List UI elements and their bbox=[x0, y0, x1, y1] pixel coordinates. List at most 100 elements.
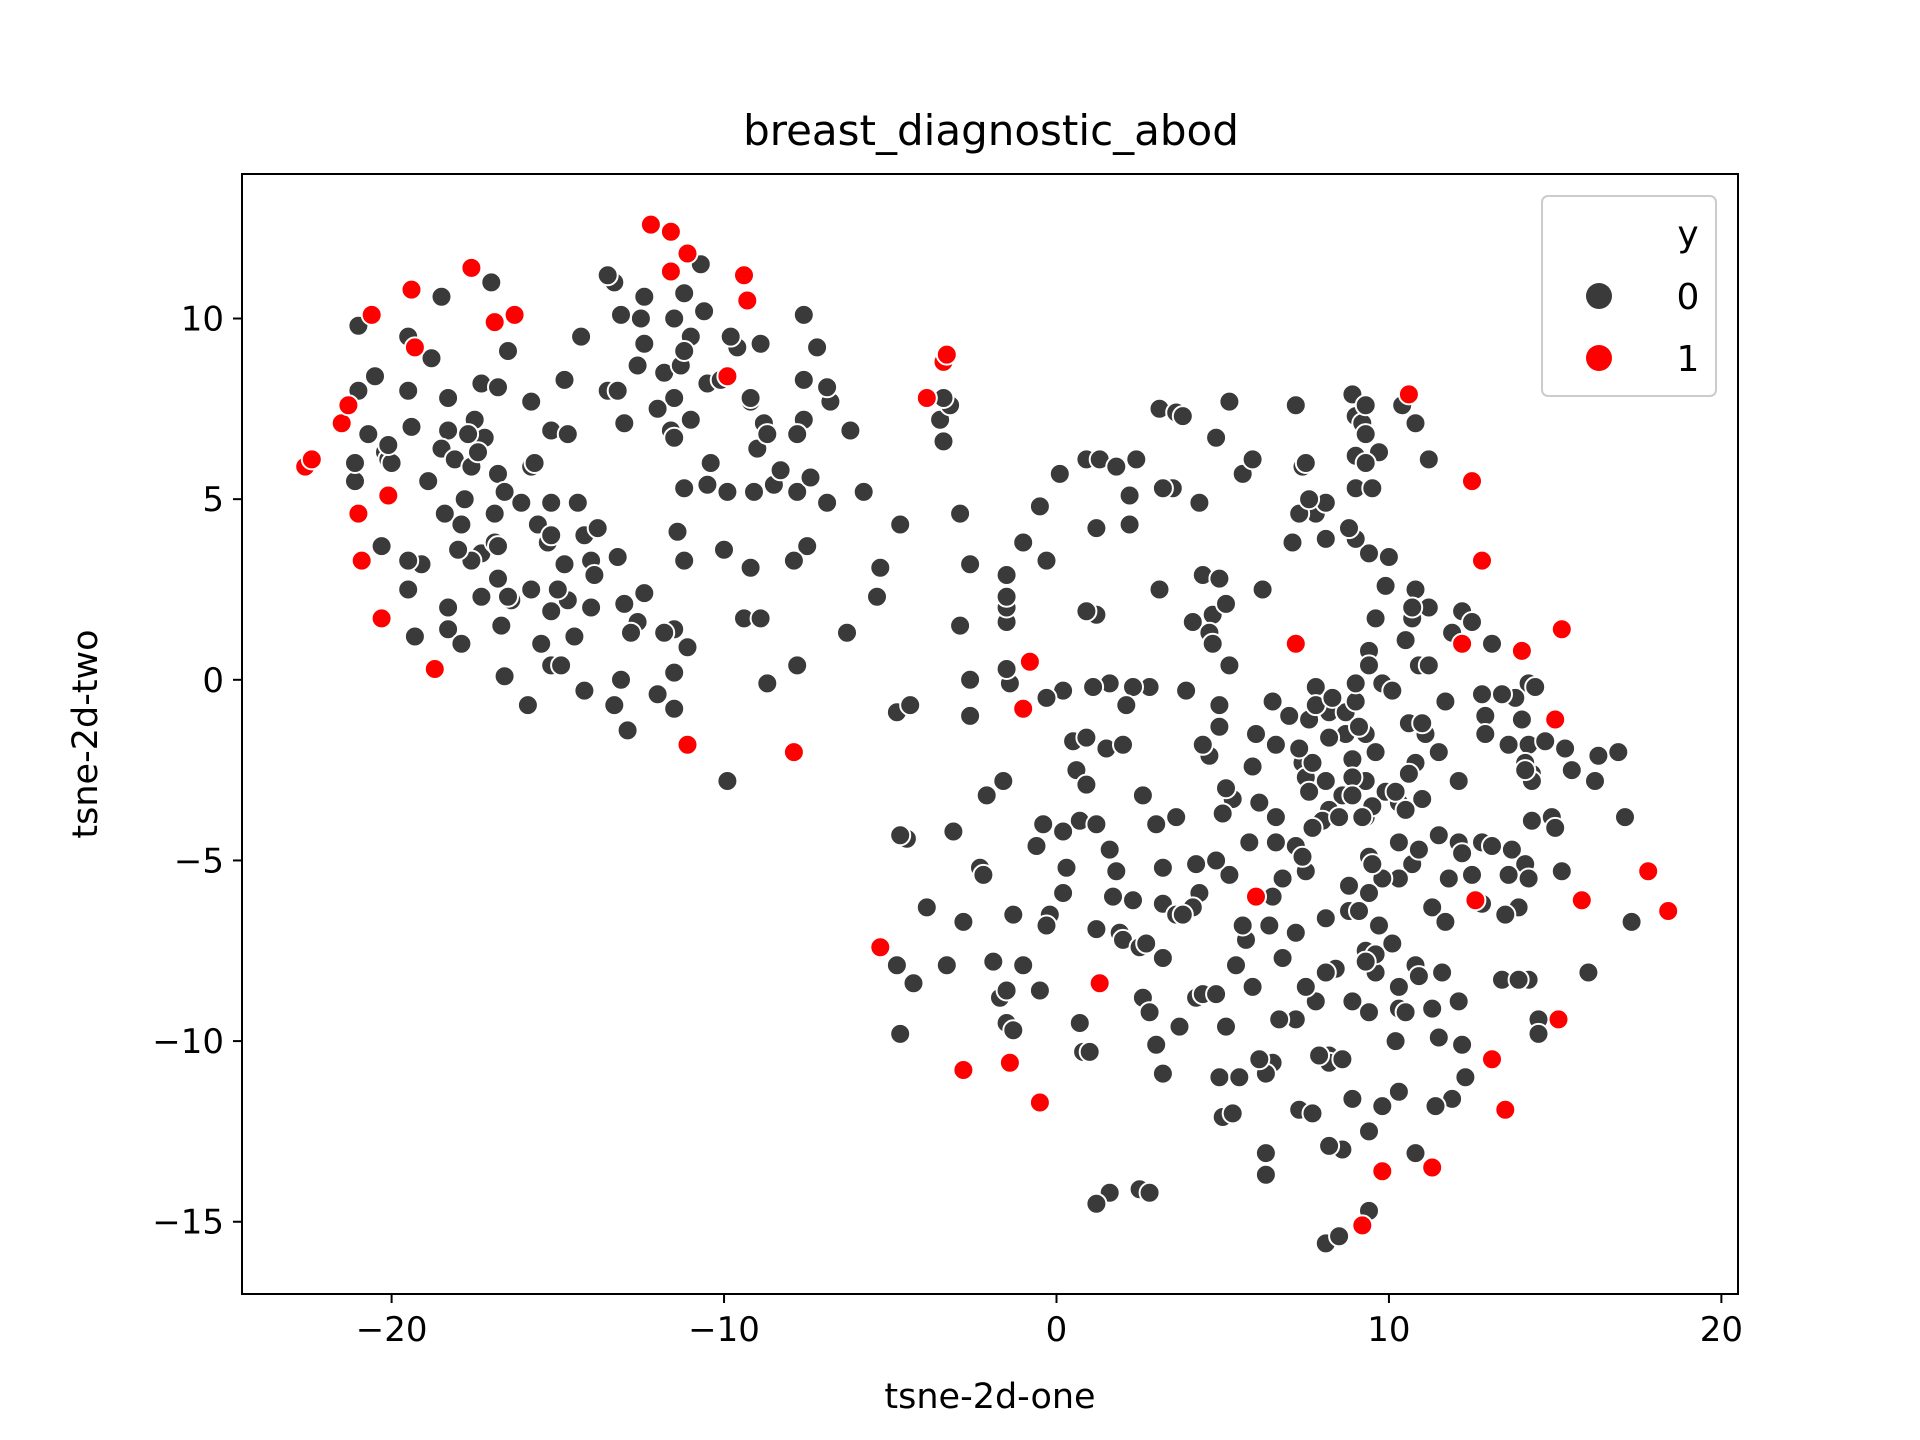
data-point-y0-334 bbox=[1294, 975, 1317, 998]
data-point-y0-290 bbox=[1387, 975, 1410, 998]
data-point-y0-235 bbox=[1261, 690, 1284, 713]
data-point-y0-138 bbox=[380, 452, 403, 474]
data-point-y0-384 bbox=[1068, 1012, 1091, 1034]
data-point-y0-307 bbox=[1577, 961, 1600, 984]
data-point-y0-350 bbox=[1264, 806, 1287, 829]
data-point-y0-38 bbox=[344, 470, 366, 493]
data-point-y1-1 bbox=[300, 448, 323, 471]
data-point-y0-43 bbox=[487, 567, 509, 590]
data-point-y1-51 bbox=[1371, 1160, 1394, 1183]
legend-label-1: 1 bbox=[1677, 339, 1700, 380]
data-point-y0-229 bbox=[1181, 611, 1204, 633]
data-point-y0-102 bbox=[786, 423, 809, 446]
data-point-y1-11 bbox=[423, 658, 446, 680]
data-point-y0-75 bbox=[633, 582, 656, 605]
data-point-y0-511 bbox=[1407, 965, 1430, 988]
data-point-y0-258 bbox=[1554, 737, 1577, 760]
y-axis-ticks: −15 −10 −5 0 5 10 bbox=[152, 300, 242, 1243]
data-point-y0-242 bbox=[1344, 690, 1367, 713]
data-point-y0-173 bbox=[889, 1022, 912, 1045]
data-point-y0-37 bbox=[370, 535, 393, 558]
data-point-y0-324 bbox=[1358, 1120, 1380, 1143]
data-point-y0-347 bbox=[1264, 831, 1287, 854]
data-point-y0-172 bbox=[885, 954, 908, 977]
data-point-y1-37 bbox=[1451, 632, 1474, 655]
data-point-y1-52 bbox=[1421, 1156, 1444, 1179]
data-point-y0-469 bbox=[1417, 448, 1440, 471]
data-point-y1-41 bbox=[1481, 1048, 1503, 1071]
legend-title: y bbox=[1677, 214, 1698, 255]
data-point-y0-496 bbox=[1298, 780, 1321, 803]
data-point-y0-147 bbox=[653, 621, 676, 644]
data-point-y0-420 bbox=[1165, 806, 1188, 829]
data-point-y0-237 bbox=[1264, 733, 1287, 756]
data-point-y0-114 bbox=[629, 307, 652, 330]
data-point-y0-341 bbox=[1328, 1225, 1351, 1248]
data-point-y0-189 bbox=[982, 950, 1005, 973]
x-tick-label: 10 bbox=[1367, 1310, 1410, 1350]
data-point-y0-53 bbox=[583, 564, 606, 586]
data-point-y0-362 bbox=[1122, 676, 1144, 698]
data-point-y0-96 bbox=[769, 459, 792, 482]
data-point-y0-194 bbox=[1002, 903, 1025, 926]
data-point-y0-195 bbox=[992, 770, 1015, 792]
data-point-y0-200 bbox=[995, 585, 1018, 608]
data-point-y0-204 bbox=[1028, 495, 1051, 518]
data-point-y0-191 bbox=[995, 979, 1018, 1002]
data-point-y0-55 bbox=[580, 596, 603, 619]
data-point-y0-271 bbox=[1364, 741, 1387, 764]
data-point-y0-2 bbox=[430, 285, 453, 308]
data-point-y0-203 bbox=[1035, 549, 1058, 572]
data-point-y0-255 bbox=[1510, 708, 1533, 731]
data-point-y0-413 bbox=[1205, 849, 1228, 872]
data-point-y0-5 bbox=[364, 365, 386, 388]
data-point-y0-80 bbox=[663, 661, 686, 684]
data-point-y0-158 bbox=[540, 524, 563, 547]
data-point-y0-515 bbox=[1497, 863, 1520, 886]
data-point-y0-79 bbox=[663, 697, 686, 720]
data-point-y0-348 bbox=[1271, 867, 1294, 890]
plot-area-frame bbox=[241, 173, 1739, 1295]
data-point-y0-455 bbox=[1294, 452, 1317, 474]
data-point-y0-404 bbox=[1205, 983, 1228, 1006]
data-point-y1-26 bbox=[935, 343, 958, 366]
data-point-y0-181 bbox=[959, 553, 982, 576]
data-point-y0-309 bbox=[1527, 1022, 1550, 1045]
data-point-y0-391 bbox=[1122, 889, 1144, 912]
data-point-y0-219 bbox=[1151, 477, 1174, 500]
data-point-y0-438 bbox=[1404, 578, 1427, 601]
y-tick-label: −5 bbox=[174, 841, 224, 881]
legend-label-0: 0 bbox=[1677, 277, 1700, 318]
data-point-y0-388 bbox=[1102, 885, 1124, 908]
data-point-y0-387 bbox=[1085, 918, 1108, 941]
data-point-y0-446 bbox=[1377, 546, 1400, 568]
y-tick-label: 5 bbox=[202, 480, 224, 520]
data-point-y0-525 bbox=[1348, 715, 1370, 738]
data-point-y1-19 bbox=[716, 365, 739, 388]
data-point-y0-176 bbox=[932, 430, 955, 453]
data-point-y0-76 bbox=[603, 694, 626, 717]
data-point-y0-523 bbox=[1301, 751, 1324, 774]
data-point-y0-501 bbox=[1314, 961, 1337, 984]
data-point-y0-321 bbox=[1404, 1142, 1427, 1165]
data-point-y0-442 bbox=[1481, 632, 1503, 655]
data-point-y0-224 bbox=[1075, 600, 1098, 623]
x-axis-label: tsne-2d-one bbox=[884, 1377, 1095, 1417]
data-point-y1-17 bbox=[659, 260, 682, 283]
data-point-y0-354 bbox=[1211, 802, 1234, 825]
data-point-y0-234 bbox=[1251, 578, 1274, 601]
data-point-y0-306 bbox=[1620, 910, 1643, 933]
data-point-y0-327 bbox=[1318, 1134, 1341, 1157]
data-point-y0-141 bbox=[739, 556, 762, 579]
data-point-y0-443 bbox=[1401, 596, 1424, 619]
data-point-y0-31 bbox=[450, 513, 473, 536]
data-point-y0-358 bbox=[1208, 715, 1231, 738]
data-point-y0-260 bbox=[1607, 741, 1630, 764]
data-point-y0-377 bbox=[1025, 835, 1048, 857]
data-point-y0-8 bbox=[437, 387, 460, 409]
data-point-y0-94 bbox=[796, 535, 819, 558]
data-point-y0-322 bbox=[1387, 1080, 1410, 1103]
data-point-y0-197 bbox=[995, 658, 1018, 680]
data-point-y0-78 bbox=[646, 683, 669, 706]
data-point-y0-471 bbox=[1298, 488, 1321, 511]
